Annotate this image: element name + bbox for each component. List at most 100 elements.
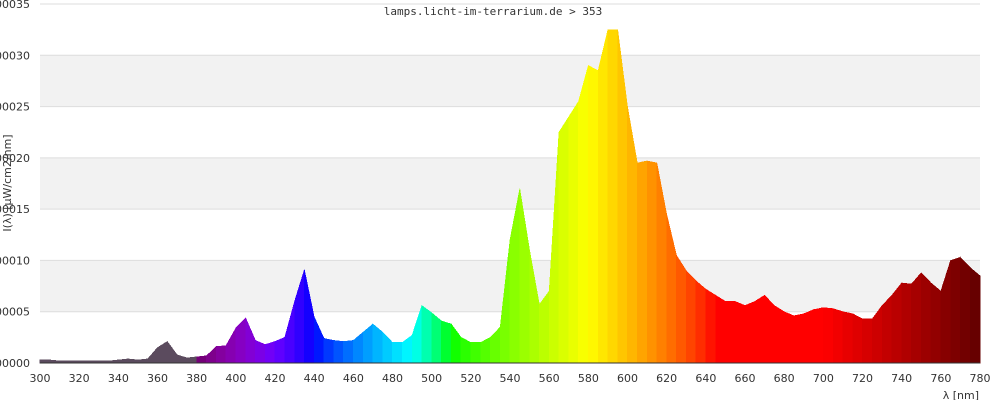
- y-tick-label: 00020: [0, 152, 30, 165]
- spectrum-segment: [764, 294, 775, 364]
- spectrum-segment: [685, 269, 697, 364]
- spectrum-segment: [186, 356, 197, 364]
- x-tick-label: 720: [852, 372, 873, 385]
- spectrum-segment: [392, 342, 403, 364]
- spectrum-segment: [431, 312, 442, 364]
- spectrum-segment: [676, 254, 687, 364]
- spectrum-segment: [372, 323, 384, 364]
- spectrum-segment: [137, 358, 149, 364]
- spectrum-segment: [636, 160, 648, 364]
- spectrum-segment: [842, 311, 854, 364]
- x-tick-label: 640: [695, 372, 716, 385]
- x-tick-label: 400: [225, 372, 246, 385]
- spectrum-segment: [157, 340, 168, 364]
- x-tick-label: 780: [970, 372, 991, 385]
- spectrum-segment: [245, 317, 256, 364]
- spectrum-segment: [411, 305, 423, 364]
- spectrum-segment: [362, 323, 374, 364]
- spectrum-segment: [774, 305, 785, 364]
- spectrum-segment: [813, 307, 824, 364]
- spectrum-segment: [901, 282, 912, 364]
- spectrum-segment: [832, 308, 844, 364]
- x-tick-label: 440: [304, 372, 325, 385]
- spectrum-segment: [597, 29, 609, 364]
- x-tick-label: 700: [813, 372, 834, 385]
- spectrum-segment: [333, 340, 344, 364]
- spectrum-segment: [509, 188, 521, 364]
- spectrum-segment: [705, 288, 716, 364]
- spectrum-segment: [578, 65, 589, 364]
- spectrum-segment: [206, 345, 217, 364]
- spectrum-segment: [274, 336, 286, 364]
- spectrum-segment: [147, 346, 158, 364]
- spectrum-segment: [734, 301, 746, 364]
- x-tick-label: 460: [343, 372, 364, 385]
- x-axis-label: λ [nm]: [943, 389, 979, 400]
- spectrum-segment: [607, 29, 619, 364]
- x-tick-label: 420: [265, 372, 286, 385]
- spectrum-segment: [969, 266, 981, 364]
- spectrum-segment: [754, 294, 765, 364]
- spectrum-segment: [127, 358, 139, 364]
- x-tick-label: 480: [382, 372, 403, 385]
- spectrum-segment: [382, 331, 393, 364]
- x-tick-label: 740: [891, 372, 912, 385]
- x-tick-label: 560: [539, 372, 560, 385]
- x-tick-label: 300: [30, 372, 51, 385]
- spectrum-segment: [695, 280, 707, 364]
- spectrum-segment: [264, 341, 276, 364]
- x-tick-label: 360: [147, 372, 168, 385]
- spectrum-segment: [950, 256, 961, 364]
- spectrum-segment: [176, 354, 188, 364]
- spectrum-segment: [470, 342, 481, 364]
- spectrum-segment: [871, 304, 883, 364]
- spectrum-segment: [215, 345, 227, 364]
- spectrum-segment: [353, 331, 364, 364]
- spectrum-segment: [568, 100, 579, 364]
- spectrum-segment: [823, 307, 834, 364]
- spectrum-segment: [920, 271, 932, 364]
- spectrum-segment: [862, 318, 873, 364]
- x-tick-label: 680: [774, 372, 795, 385]
- spectrum-segment: [891, 282, 902, 364]
- spectrum-segment: [793, 313, 805, 364]
- spectrum-segment: [783, 311, 795, 364]
- y-tick-label: 00030: [0, 49, 30, 62]
- spectrum-segment: [852, 313, 863, 364]
- spectrum-segment: [401, 334, 413, 364]
- grid-band: [40, 55, 980, 107]
- spectrum-segment: [421, 304, 432, 364]
- spectrum-segment: [323, 338, 335, 364]
- y-tick-label: 00010: [0, 254, 30, 267]
- y-axis-label: I(λ) [µW/cm2/nm]: [1, 134, 14, 231]
- spectrum-segment: [490, 326, 501, 364]
- spectrum-segment: [666, 214, 677, 364]
- x-tick-label: 340: [108, 372, 129, 385]
- spectrum-segment: [881, 294, 893, 364]
- x-tick-label: 320: [69, 372, 90, 385]
- spectrum-segment: [960, 256, 971, 364]
- x-tick-label: 500: [421, 372, 442, 385]
- spectrum-segment: [166, 340, 178, 364]
- spectrum-segment: [343, 340, 354, 364]
- spectrum-segment: [118, 358, 129, 364]
- x-tick-labels: 300 320 340 360 380 400 420 440 460 480 500 520 540 5…: [30, 372, 991, 385]
- x-tick-label: 760: [930, 372, 951, 385]
- spectrum-segment: [313, 316, 325, 364]
- spectrum-segment: [930, 282, 942, 364]
- spectrum-segment: [441, 320, 452, 364]
- x-tick-label: 540: [500, 372, 521, 385]
- x-tick-label: 620: [656, 372, 677, 385]
- spectrum-segment: [450, 323, 462, 364]
- spectrum-segment: [558, 115, 570, 364]
- x-tick-label: 600: [617, 372, 638, 385]
- spectrum-segment: [627, 106, 638, 364]
- spectrum-segment: [235, 317, 246, 364]
- x-tick-label: 660: [735, 372, 756, 385]
- chart-title: lamps.licht-im-terrarium.de > 353: [384, 5, 603, 18]
